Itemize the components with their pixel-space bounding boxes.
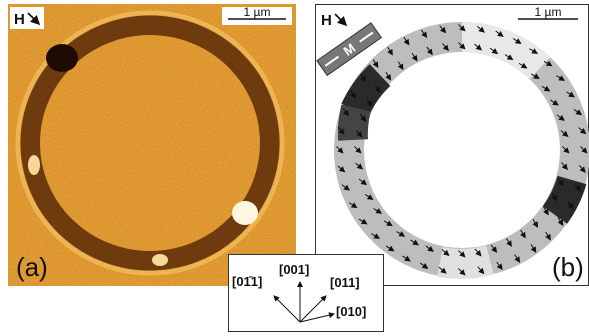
axes-legend: [01̄1] [001] [011] [010] bbox=[229, 255, 384, 332]
bright-spot bbox=[232, 201, 258, 225]
bright-spot bbox=[28, 155, 40, 175]
figure: H 1 µm (a) M H 1 µm (b) bbox=[0, 0, 589, 336]
axis-label: [011] bbox=[330, 275, 360, 290]
ring-domain bbox=[555, 180, 572, 215]
panel-b: M H 1 µm (b) bbox=[316, 5, 589, 286]
bright-spot bbox=[152, 254, 168, 266]
panel-label: (b) bbox=[552, 252, 584, 282]
ring-domain bbox=[440, 260, 490, 264]
axis-label: [001] bbox=[279, 262, 309, 277]
axis-label: [01̄1] bbox=[232, 274, 262, 289]
scale-label: 1 µm bbox=[244, 5, 271, 19]
field-label: H bbox=[14, 11, 25, 28]
panel-a: H 1 µm (a) bbox=[8, 4, 296, 286]
axis-label: [010] bbox=[336, 304, 366, 319]
panel-label: (a) bbox=[16, 252, 48, 282]
field-label: H bbox=[321, 12, 332, 29]
scale-label: 1 µm bbox=[535, 5, 562, 19]
noise-texture bbox=[8, 4, 296, 286]
dark-spot bbox=[46, 44, 78, 72]
ring-domain bbox=[353, 108, 356, 140]
